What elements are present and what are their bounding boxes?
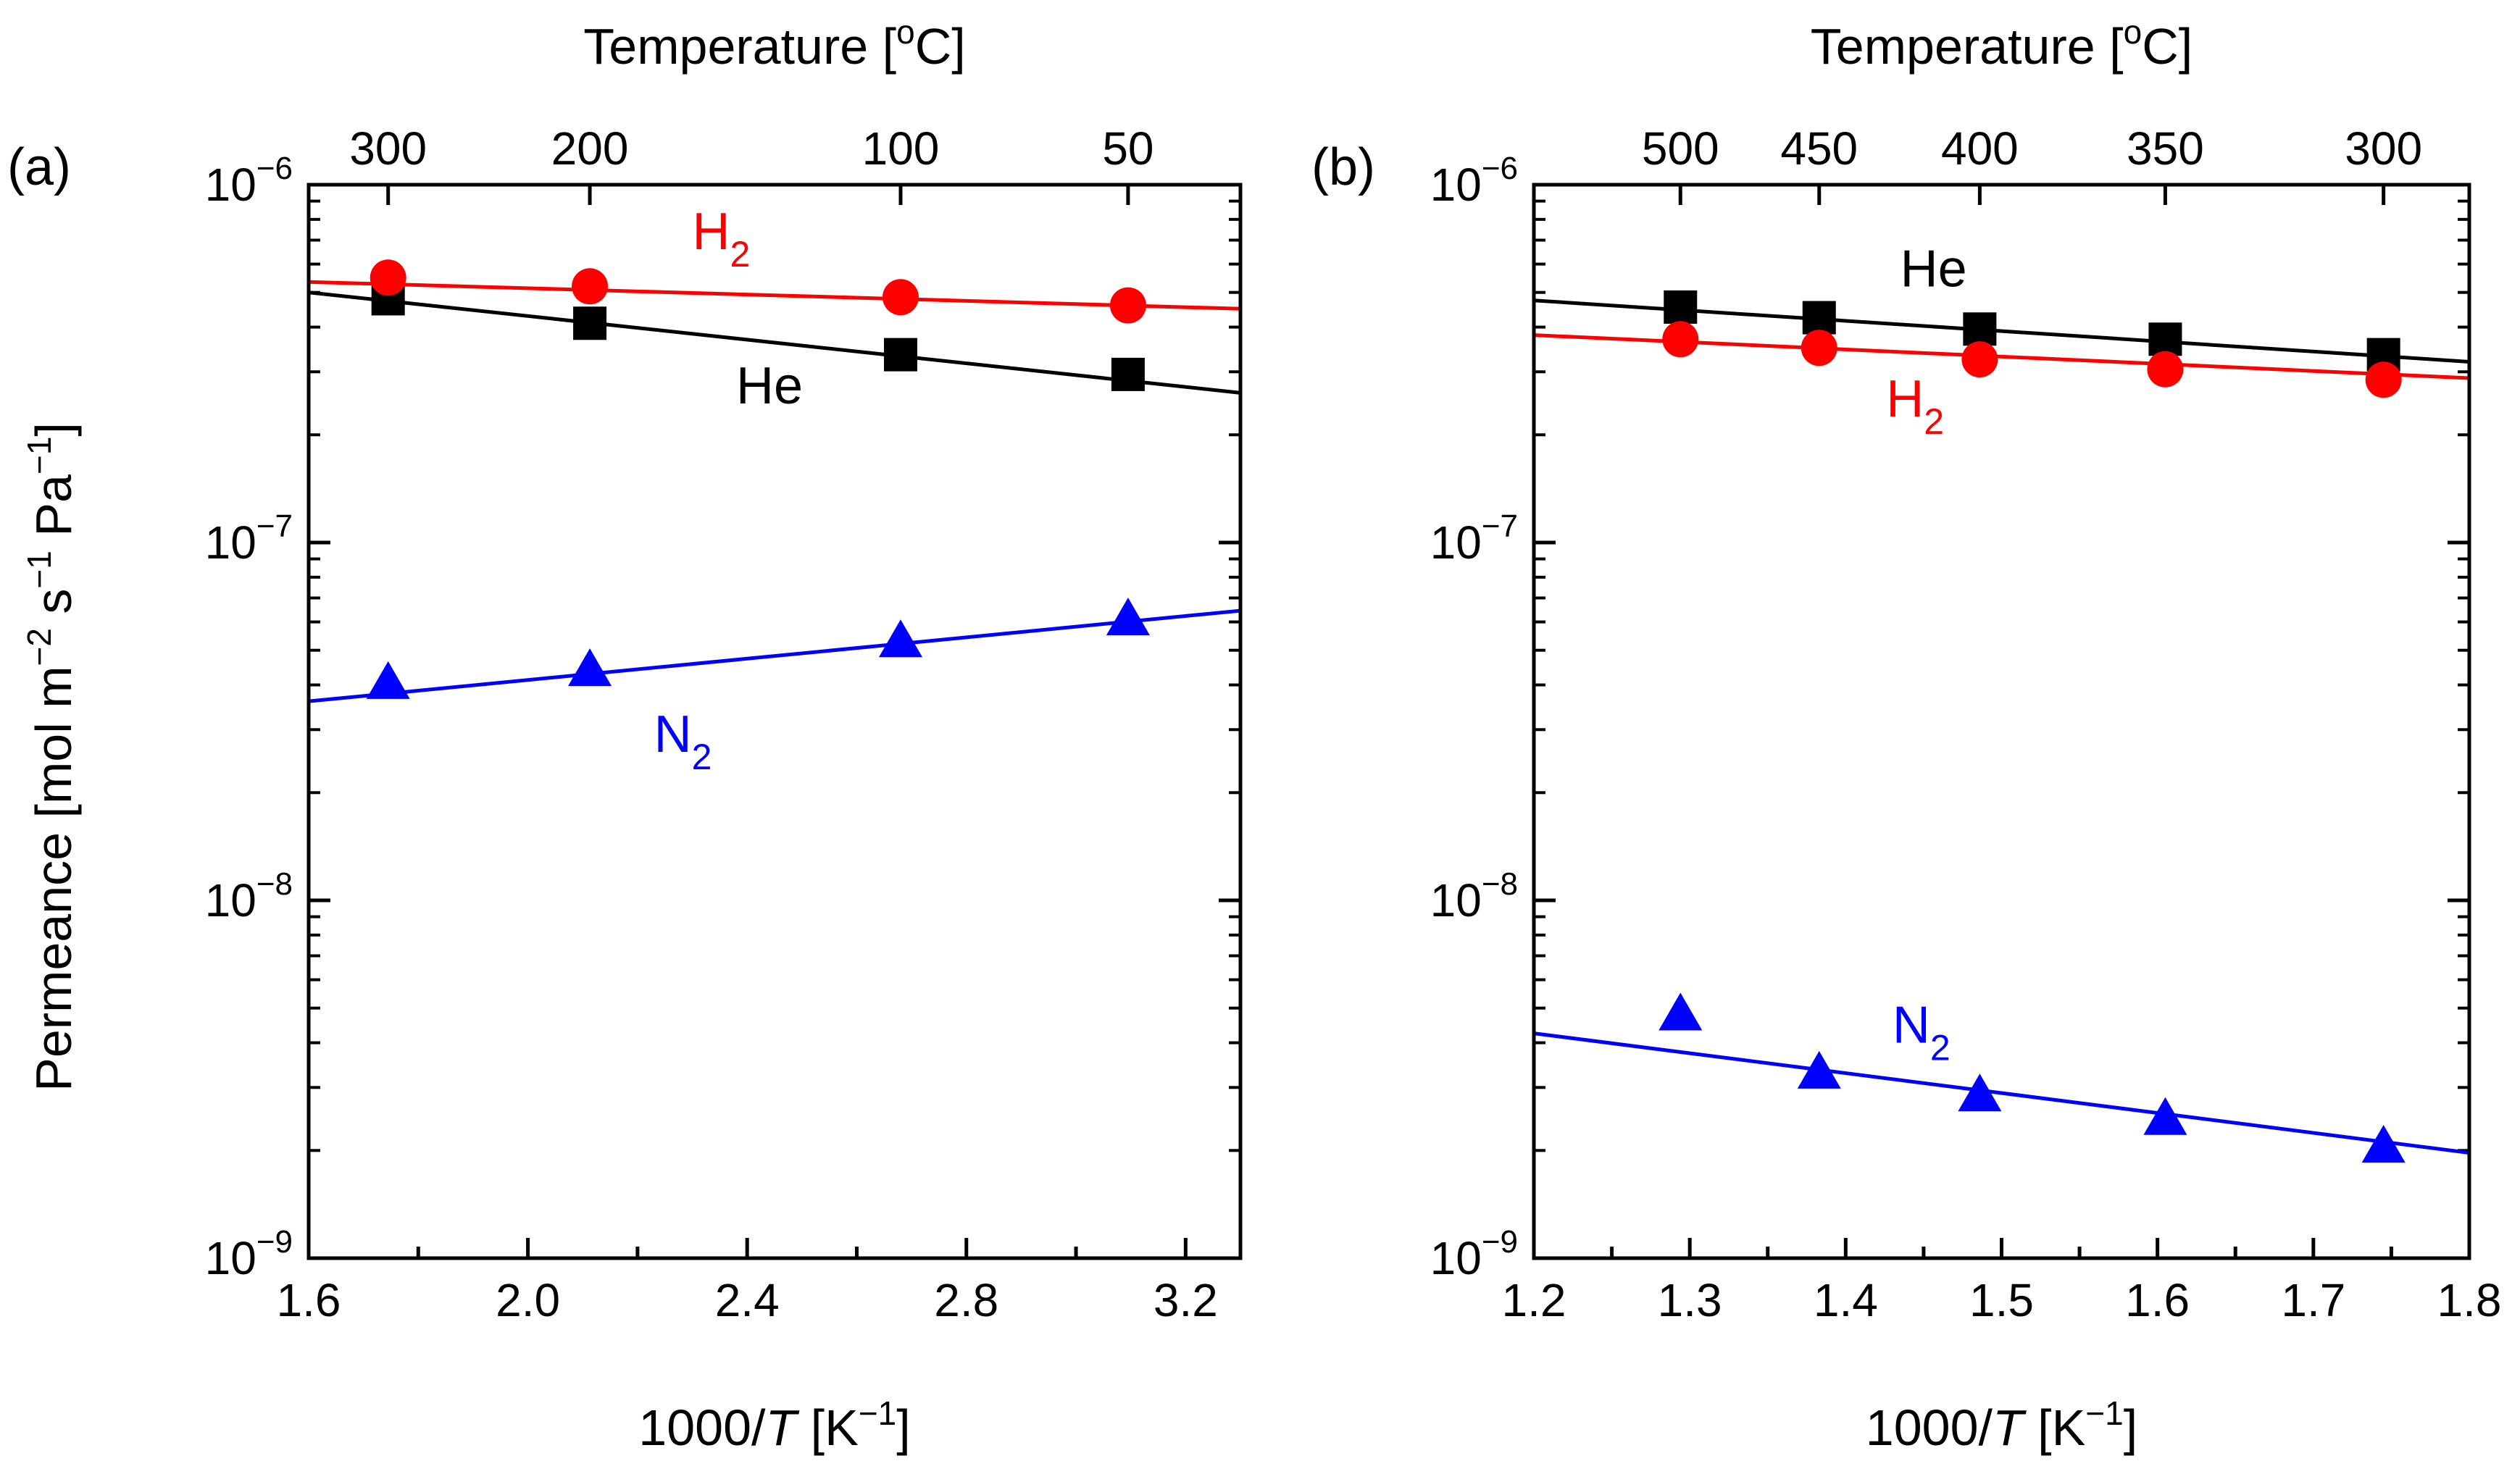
data-point-h2 [370,259,406,296]
y-axis-label-prefix: Permeance [mol m [25,666,82,1091]
data-point-he [1664,290,1698,324]
top-tick-label: 300 [2345,122,2422,175]
data-point-n2 [1797,1050,1841,1089]
series-label-h2: H2 [693,203,751,275]
data-point-n2 [1659,992,1703,1031]
top-tick-label: 50 [1102,122,1153,175]
x-tick-label: 1.3 [1658,1274,1722,1326]
y-axis-label-mid: s [25,589,82,628]
x-tick-label: 1.8 [2437,1274,2502,1326]
y-tick-label: 10−6 [205,151,293,211]
y-tick-label: 10−7 [205,508,293,569]
top-tick-label: 300 [349,122,427,175]
series-n2: N2 [1534,992,2469,1163]
x-tick-label: 2.4 [715,1274,780,1326]
x-tick-label: 1.2 [1502,1274,1566,1326]
top-tick-label: 500 [1642,122,1719,175]
plot-frame [1532,183,2471,1260]
series-label-he: He [736,357,803,415]
top-axis-label: Temperature [oC] [583,13,965,75]
y-axis-label: Permeance [mol m−2 s−1 Pa−1] [20,422,82,1092]
fit-line-n2 [1534,1031,2469,1155]
data-point-h2 [2365,361,2402,398]
data-point-h2 [1662,321,1699,358]
x-tick-label: 3.2 [1153,1274,1218,1326]
data-point-h2 [882,279,919,316]
plot-frame [306,183,1243,1260]
y-axis-label-exp-s: −1 [20,550,58,588]
fit-line-n2 [309,608,1240,703]
data-point-he [883,338,917,372]
x-tick-label: 1.5 [1969,1274,2034,1326]
series-n2: N2 [309,598,1240,777]
x-axis-label: 1000/T [K−1] [1866,1394,2137,1456]
top-tick-label: 350 [2127,122,2204,175]
fit-line-he [309,290,1240,395]
x-tick-label: 2.8 [934,1274,998,1326]
fit-line-h2 [309,280,1240,311]
data-point-h2 [2147,351,2184,388]
x-tick-label: 1.6 [2125,1274,2190,1326]
x-tick-label: 2.0 [496,1274,560,1326]
y-axis-label-pa: Pa [25,474,82,550]
series-he: He [309,282,1240,415]
top-tick-label: 200 [551,122,629,175]
y-tick-label: 10−6 [1430,151,1518,211]
series-label-n2: N2 [1893,997,1951,1068]
data-point-he [573,306,607,340]
series-h2: H2 [1534,321,2469,442]
top-axis-label: Temperature [oC] [1811,13,2193,75]
data-point-n2 [2143,1097,2187,1135]
top-tick-label: 100 [862,122,940,175]
y-tick-label: 10−7 [1430,508,1518,569]
x-tick-label: 1.7 [2281,1274,2345,1326]
panel-b: (b) 1.2 1.3 1.4 1.5 1.6 1.7 1.8 10−6 10−7 10−8 10−9… [1311,13,2501,1456]
data-point-n2 [366,661,410,699]
y-tick-label: 10−9 [1430,1224,1518,1284]
data-point-h2 [1109,287,1146,324]
data-point-he [1802,301,1836,335]
data-point-n2 [1958,1073,2002,1112]
y-axis-label-suffix: ] [25,422,82,436]
series-label-h2: H2 [1886,370,1944,442]
top-tick-label: 450 [1780,122,1858,175]
data-point-he [1963,312,1997,346]
data-point-h2 [1961,341,1998,378]
panel-label: (b) [1311,138,1375,196]
x-tick-label: 1.4 [1814,1274,1878,1326]
top-tick-label: 400 [1941,122,2019,175]
series-he: He [1534,240,2469,372]
data-point-n2 [878,619,922,658]
panel-a: (a) 1.6 2.0 2.4 2.8 3.2 10−6 10−7 10−8 10−9 300 200… [7,13,1243,1456]
y-axis-label-exp-pa: −1 [20,437,58,474]
series-label-he: He [1901,240,1967,298]
data-point-he [1111,357,1145,391]
data-point-n2 [1106,598,1150,636]
y-tick-label: 10−8 [205,866,293,926]
data-point-h2 [1801,330,1837,367]
panel-label: (a) [7,138,71,196]
data-point-n2 [568,648,612,687]
data-point-n2 [2361,1124,2406,1163]
y-tick-label: 10−8 [1430,866,1518,926]
series-h2: H2 [309,203,1240,324]
data-point-he [2148,322,2182,356]
x-tick-label: 1.6 [277,1274,341,1326]
y-axis-label-exp-m: −2 [20,628,58,666]
x-axis-label: 1000/T [K−1] [638,1394,910,1456]
data-point-h2 [572,268,609,305]
y-tick-label: 10−9 [205,1224,293,1284]
series-label-n2: N2 [654,706,712,777]
